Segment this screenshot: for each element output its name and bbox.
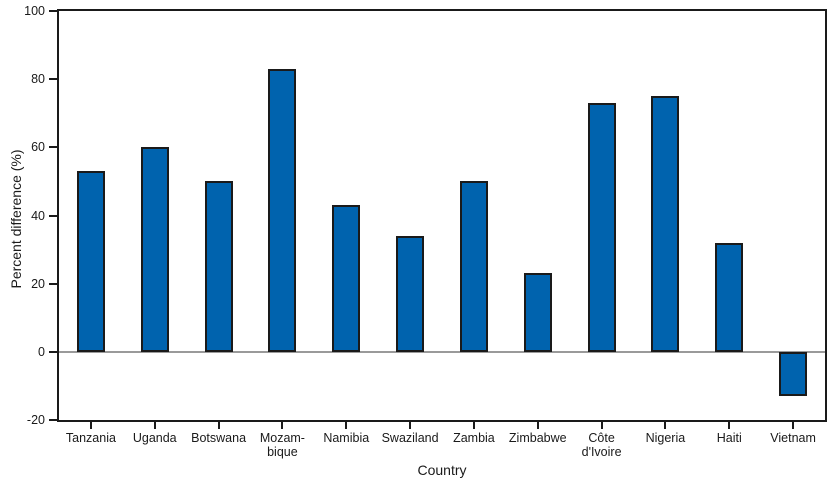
bar-swaziland <box>396 235 425 352</box>
x-tick-label: Nigeria <box>645 431 686 445</box>
x-tick-label: Zimbabwe <box>508 431 567 445</box>
bar-haiti <box>715 242 744 352</box>
x-tick-label: Côte d'Ivoire <box>581 431 622 459</box>
x-tick-mark <box>217 422 220 429</box>
y-tick-label: 20 <box>31 276 45 291</box>
plot-inner <box>59 11 825 420</box>
y-tick-mark <box>49 78 57 81</box>
x-tick-mark <box>728 422 731 429</box>
x-tick-label: Haiti <box>716 431 742 445</box>
y-tick-label: 100 <box>24 4 45 18</box>
y-tick-mark <box>49 10 57 12</box>
y-tick-label: 60 <box>31 140 45 155</box>
x-tick-mark <box>153 422 156 429</box>
x-tick-label: Tanzania <box>65 431 116 445</box>
x-tick-mark <box>792 422 795 429</box>
bar-tanzania <box>76 171 105 352</box>
x-tick-mark <box>281 422 284 429</box>
x-tick-mark <box>600 422 603 429</box>
x-tick-mark <box>472 422 475 429</box>
x-axis-title: Country <box>417 462 467 478</box>
x-tick-label: Swaziland <box>381 431 439 445</box>
x-tick-label: Mozam- bique <box>259 431 305 459</box>
x-tick-mark <box>345 422 348 429</box>
zero-baseline <box>59 350 825 353</box>
bar-vietnam <box>779 351 808 397</box>
bar-uganda <box>140 147 169 352</box>
bar-botswana <box>204 181 233 352</box>
y-tick-mark <box>49 282 57 285</box>
plot-area <box>57 9 827 422</box>
x-tick-label: Uganda <box>132 431 177 445</box>
y-tick-label: 40 <box>31 208 45 223</box>
x-tick-mark <box>89 422 92 429</box>
x-tick-mark <box>536 422 539 429</box>
y-tick-mark <box>49 350 57 353</box>
x-tick-mark <box>409 422 412 429</box>
y-tick-mark <box>49 214 57 217</box>
y-tick-label: 0 <box>38 344 45 359</box>
bar-zimbabwe <box>523 273 552 352</box>
x-tick-label: Vietnam <box>770 431 816 445</box>
y-tick-mark <box>49 419 57 421</box>
y-tick-mark <box>49 146 57 149</box>
x-tick-label: Namibia <box>323 431 370 445</box>
bar-mozambique <box>268 68 297 352</box>
x-tick-label: Botswana <box>191 431 247 445</box>
bar-zambia <box>459 181 488 352</box>
y-tick-label: 80 <box>31 72 45 87</box>
bar-c-te-d-ivoire <box>587 103 616 352</box>
bar-nigeria <box>651 96 680 352</box>
bar-namibia <box>332 205 361 352</box>
x-tick-mark <box>664 422 667 429</box>
y-tick-label: -20 <box>26 413 45 427</box>
x-tick-label: Zambia <box>453 431 495 445</box>
